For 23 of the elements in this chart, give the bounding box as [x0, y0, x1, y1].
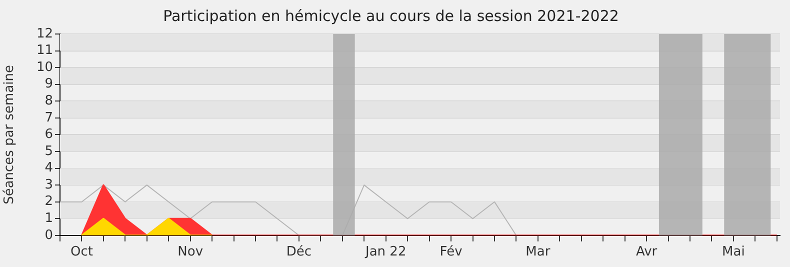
y-tick-label: 4	[44, 160, 53, 176]
y-tick-label: 1	[44, 210, 53, 226]
y-tick-label: 5	[44, 144, 53, 159]
y-tick-label: 8	[44, 94, 53, 109]
x-tick-label: Déc	[286, 244, 312, 260]
x-tick-label: Nov	[178, 244, 204, 260]
x-tick-label: Fév	[440, 244, 463, 260]
y-tick-label: 7	[44, 110, 53, 126]
y-tick-label: 10	[36, 60, 53, 75]
x-tick-label: Avr	[636, 244, 658, 260]
y-tick-label: 11	[36, 43, 53, 58]
x-tick-label: Jan 22	[364, 244, 406, 260]
y-tick-label: 6	[44, 127, 53, 142]
y-tick-label: 12	[36, 26, 53, 42]
y-tick-label: 2	[44, 194, 53, 210]
y-tick-label: 0	[44, 228, 53, 243]
x-tick-label: Oct	[70, 244, 93, 260]
y-axis-title: Séances par semaine	[2, 64, 18, 204]
y-tick-label: 3	[44, 177, 53, 192]
chart-title: Participation en hémicycle au cours de la session 2021-2022	[163, 6, 619, 25]
y-tick-label: 9	[44, 76, 53, 92]
x-tick-label: Mar	[526, 244, 551, 260]
x-tick-label: Mai	[722, 244, 745, 260]
